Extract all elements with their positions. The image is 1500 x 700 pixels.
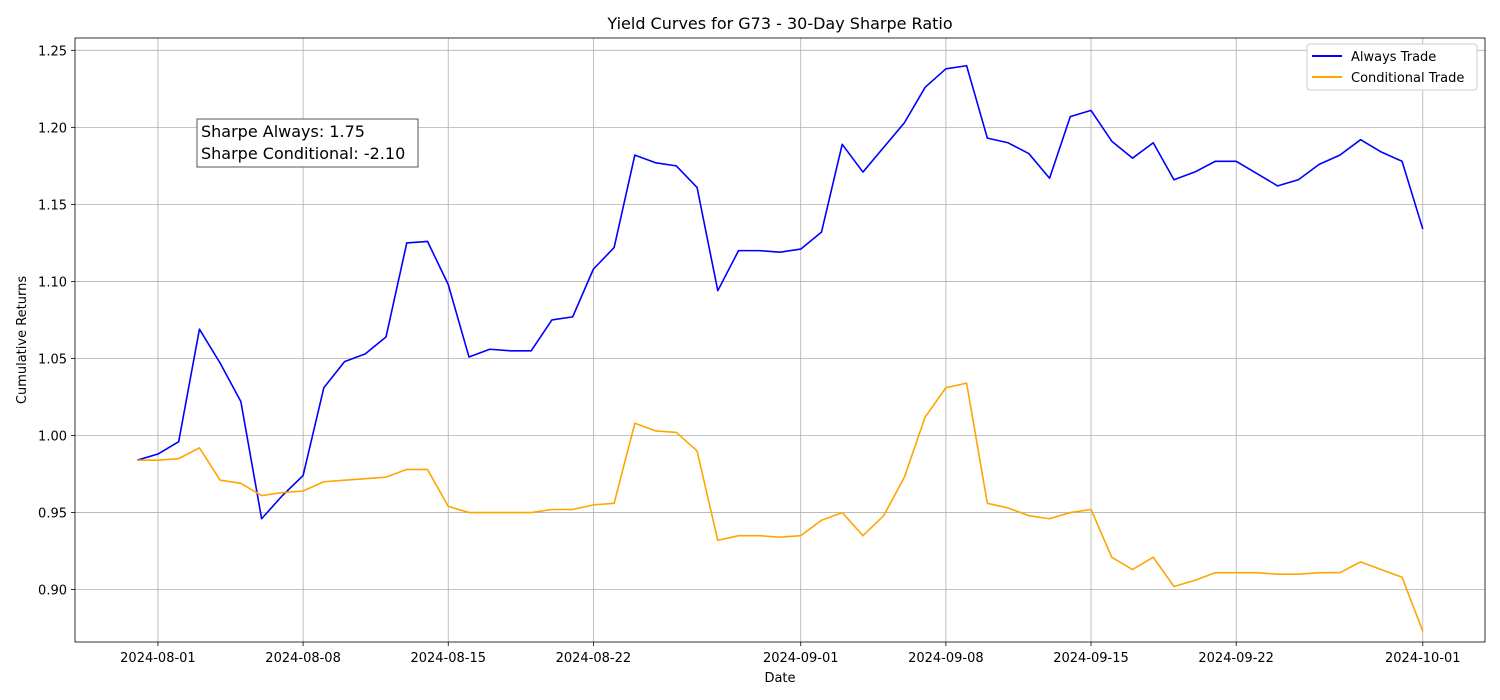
legend-box	[1306, 43, 1478, 91]
legend: Always Trade Conditional Trade	[1306, 43, 1478, 91]
chart-title: Yield Curves for G73 - 30-Day Sharpe Rat…	[606, 14, 952, 33]
y-tick-label: 1.15	[38, 198, 67, 213]
y-tick-label: 1.25	[38, 44, 67, 59]
annotation-box	[196, 118, 419, 168]
sharpe-annotation: Sharpe Always: 1.75 Sharpe Conditional: …	[196, 118, 419, 168]
series-line-always-trade	[136, 64, 1424, 520]
x-tick-label: 2024-10-01	[1385, 651, 1461, 666]
x-tick-label: 2024-08-22	[556, 651, 632, 666]
y-axis-label: Cumulative Returns	[15, 276, 30, 404]
plot-frame	[74, 37, 1486, 643]
legend-label-conditional-trade: Conditional Trade	[1351, 71, 1464, 86]
x-tick-label: 2024-08-01	[120, 651, 196, 666]
y-axis-ticks: 0.90 0.95 1.00 1.05 1.10 1.15 1.20 1.25	[38, 44, 75, 599]
x-tick-label: 2024-09-22	[1198, 651, 1274, 666]
x-tick-label: 2024-08-08	[265, 651, 341, 666]
x-axis-ticks: 2024-08-01 2024-08-08 2024-08-15 2024-08-22…	[120, 642, 1461, 666]
legend-label-always-trade: Always Trade	[1351, 50, 1436, 65]
annotation-sharpe-always: Sharpe Always: 1.75	[201, 122, 365, 141]
y-tick-label: 0.95	[38, 507, 67, 522]
x-tick-label: 2024-09-08	[908, 651, 984, 666]
x-axis-label: Date	[764, 671, 795, 686]
y-tick-label: 1.05	[38, 352, 67, 367]
series-line-conditional-trade	[137, 382, 1424, 632]
x-tick-label: 2024-09-01	[763, 651, 839, 666]
x-tick-label: 2024-09-15	[1053, 651, 1129, 666]
y-tick-label: 1.10	[38, 275, 67, 290]
x-tick-label: 2024-08-15	[410, 651, 486, 666]
grid	[75, 38, 1485, 642]
y-tick-label: 1.20	[38, 121, 67, 136]
y-tick-label: 1.00	[38, 430, 67, 445]
series-lines	[136, 64, 1424, 632]
y-tick-label: 0.90	[38, 584, 67, 599]
annotation-sharpe-conditional: Sharpe Conditional: -2.10	[201, 144, 405, 163]
